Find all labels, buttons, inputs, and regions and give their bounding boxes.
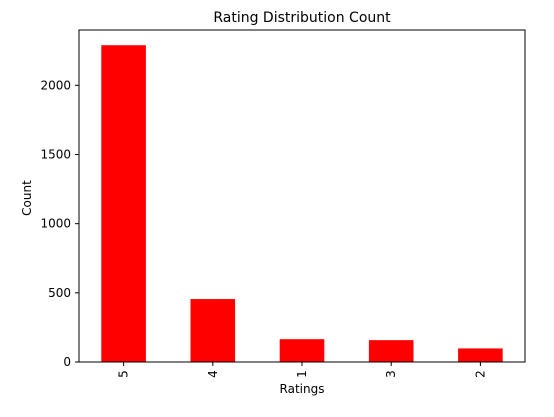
bar-5 bbox=[101, 45, 146, 362]
x-tick-label-3: 3 bbox=[384, 370, 398, 378]
x-tick-label-2: 2 bbox=[473, 370, 487, 378]
bar-1 bbox=[279, 339, 325, 362]
plot-area: 0 500 1000 1500 2000 5 4 1 3 2 bbox=[40, 29, 526, 378]
bar-4 bbox=[190, 299, 236, 362]
x-tick-label-4: 4 bbox=[206, 370, 220, 378]
bar-2 bbox=[458, 348, 503, 362]
y-tick-label: 500 bbox=[48, 286, 71, 300]
x-tick-label-5: 5 bbox=[117, 370, 131, 378]
y-axis-label: Count bbox=[20, 180, 34, 216]
y-tick-label: 1500 bbox=[40, 148, 71, 162]
chart-title: Rating Distribution Count bbox=[213, 10, 391, 26]
x-tick-label-1: 1 bbox=[295, 370, 309, 378]
y-tick-label: 1000 bbox=[40, 217, 71, 231]
y-tick-label: 2000 bbox=[40, 78, 71, 92]
bar-3 bbox=[368, 340, 414, 362]
y-tick-label: 0 bbox=[63, 355, 71, 369]
x-axis-label: Ratings bbox=[280, 382, 325, 396]
